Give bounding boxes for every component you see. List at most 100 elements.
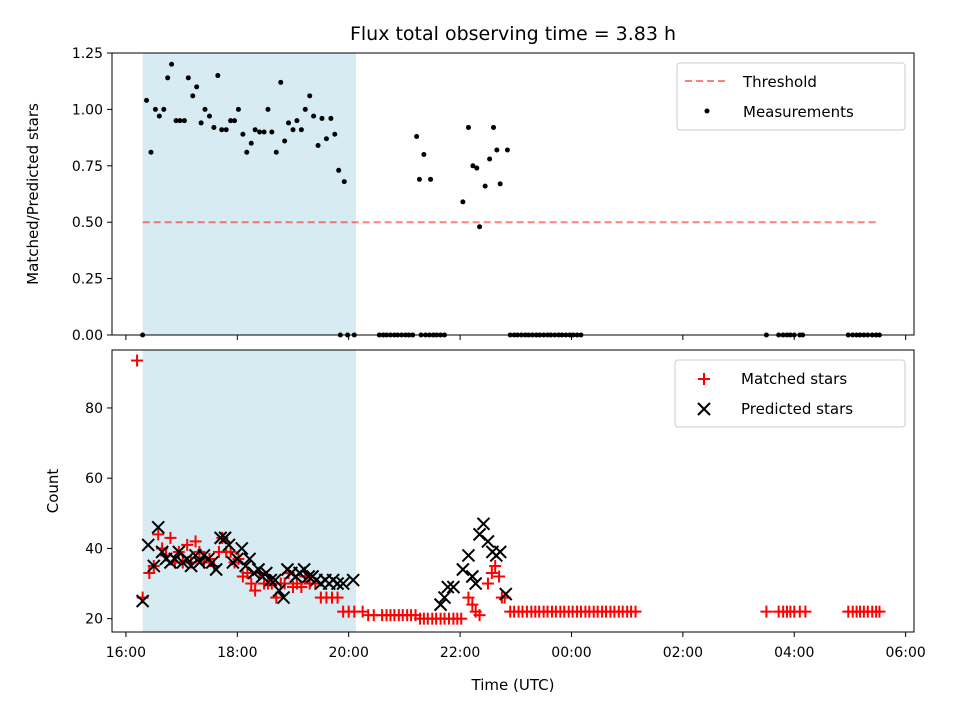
time-x-ticks: 16:00 18:00 20:00 22:00 00:00 02:00 04:00 06:00 [106, 632, 926, 661]
measurement-point [421, 152, 427, 158]
x-tick-label: 22:00 [440, 645, 480, 661]
predicted-star-marker [192, 555, 207, 570]
predicted-star-marker [276, 590, 291, 605]
measurement-point [332, 131, 338, 137]
measurement-point [470, 163, 476, 169]
ratio-axes-frame [111, 52, 915, 336]
measurement-point [185, 75, 191, 81]
x-tick-label: 04:00 [774, 645, 814, 661]
matched-star-marker [152, 528, 165, 541]
measurement-point [240, 131, 246, 137]
measurement-point [294, 118, 300, 124]
predicted-star-marker [301, 569, 316, 584]
measurement-point [341, 179, 347, 185]
count-y-ticks: 20 40 60 80 [85, 401, 112, 628]
matched-star-marker [760, 605, 773, 618]
measurement-point [465, 124, 471, 130]
count-legend-box [674, 359, 906, 428]
predicted-star-marker [205, 555, 219, 570]
measurement-point [144, 97, 150, 103]
matched-star-marker [466, 598, 479, 611]
measurement-point [223, 127, 229, 133]
ratio-legend: Threshold Measurements [676, 62, 906, 131]
count-axes-frame [111, 349, 915, 633]
measurement-point [194, 84, 200, 90]
predicted-star-marker [251, 562, 266, 577]
matched-star-marker [189, 535, 202, 548]
count-legend: Matched stars Predicted stars [674, 359, 906, 428]
measurement-point [298, 127, 304, 133]
measurement-point [219, 127, 225, 133]
legend-predicted-swatch [697, 402, 711, 416]
measurement-point [315, 142, 321, 148]
matched-star-marker [485, 567, 498, 580]
x-tick-label: 16:00 [106, 645, 146, 661]
matched-star-marker [473, 609, 486, 622]
predicted-star-marker [242, 552, 257, 566]
predicted-star-marker [493, 545, 507, 559]
predicted-star-marker [272, 583, 286, 598]
x-tick-label: 00:00 [551, 645, 591, 661]
predicted-star-marker [481, 534, 495, 549]
measurement-point [244, 149, 250, 155]
predicted-star-marker [330, 576, 345, 591]
measurement-point [252, 127, 258, 133]
predicted-star-marker [468, 576, 483, 591]
predicted-star-marker [264, 573, 278, 587]
measurement-point [211, 124, 217, 130]
measurement-point [232, 118, 238, 124]
matched-star-marker [131, 354, 144, 367]
measurement-point [414, 133, 420, 139]
y-tick-label: 80 [85, 401, 103, 417]
predicted-star-marker [433, 597, 448, 612]
observing-window-span [142, 53, 356, 335]
measurement-point [206, 113, 212, 119]
measurement-point [336, 167, 342, 173]
measurement-point [202, 106, 208, 112]
measurement-point [477, 224, 483, 230]
measurement-point [161, 106, 167, 112]
matched-star-marker [462, 591, 475, 604]
measurement-point [290, 127, 296, 133]
matched-star-marker [245, 577, 258, 590]
predicted-star-marker [168, 552, 182, 566]
predicted-star-marker [218, 531, 232, 545]
predicted-star-marker [446, 580, 461, 594]
predicted-star-marker [476, 517, 491, 531]
matched-star-marker [278, 577, 291, 590]
matched-star-marker [629, 605, 642, 618]
predicted-star-marker [209, 562, 223, 577]
ratio-legend-box [676, 62, 906, 131]
predicted-stars-points [135, 517, 513, 612]
measurement-point [257, 129, 263, 135]
ratio-panel: 0.00 0.25 0.50 0.75 1.00 1.25 Flux total obse… [24, 23, 915, 344]
measurement-point [487, 156, 493, 162]
measurement-point [190, 93, 196, 99]
y-tick-label: 0.25 [72, 272, 103, 288]
matched-star-marker [455, 612, 468, 625]
predicted-star-marker [222, 538, 236, 552]
predicted-star-marker [465, 569, 480, 584]
y-tick-label: 20 [85, 612, 103, 628]
matched-star-marker [181, 538, 194, 551]
predicted-star-marker [499, 587, 513, 601]
measurement-point [319, 115, 325, 121]
measurement-point [215, 73, 221, 79]
predicted-star-marker [235, 541, 249, 556]
measurement-point [152, 106, 158, 112]
predicted-star-marker [259, 566, 273, 580]
time-x-axis-label: Time (UTC) [471, 676, 555, 694]
measurement-point [504, 147, 510, 153]
predicted-star-marker [155, 545, 169, 559]
measurement-point [311, 113, 317, 119]
matched-star-marker [249, 584, 262, 597]
measurement-point [173, 118, 179, 124]
predicted-star-marker [135, 594, 150, 608]
measurement-point [497, 181, 503, 187]
measurement-point [269, 129, 275, 135]
predicted-star-marker [180, 552, 194, 566]
measurement-point [265, 106, 271, 112]
x-tick-label: 06:00 [885, 645, 925, 661]
measurement-point [261, 129, 267, 135]
